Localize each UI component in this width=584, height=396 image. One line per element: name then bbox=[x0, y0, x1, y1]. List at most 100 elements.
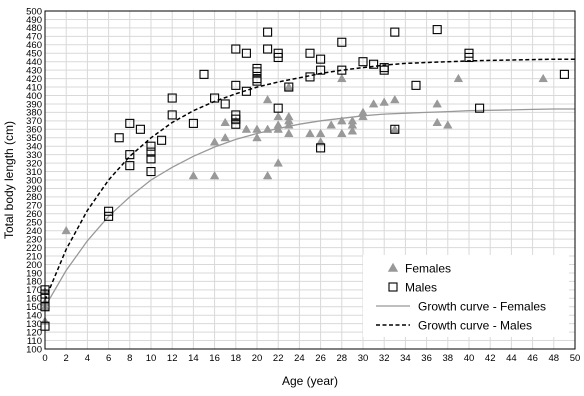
legend-label: Males bbox=[405, 280, 437, 294]
male-point bbox=[390, 124, 400, 134]
female-point bbox=[347, 126, 358, 135]
male-point bbox=[241, 48, 251, 58]
legend: Females Males Growth curve - Females Growth… bbox=[363, 255, 569, 337]
male-point bbox=[104, 211, 114, 221]
male-point bbox=[146, 154, 156, 164]
y-tick-label: 460 bbox=[26, 40, 42, 51]
male-point bbox=[369, 59, 379, 69]
x-tick-label: 16 bbox=[209, 353, 220, 364]
y-tick-label: 450 bbox=[26, 49, 42, 60]
x-tick-labels: 0 2 4 6 8 10 12 14 16 18 20 22 24 26 28 30 32 34 36 38 40 42 4… bbox=[42, 353, 580, 364]
male-point bbox=[305, 72, 315, 82]
y-tick-label: 340 bbox=[26, 142, 42, 153]
male-point bbox=[284, 82, 294, 92]
female-point bbox=[262, 94, 273, 104]
data-points bbox=[40, 25, 569, 331]
y-tick-label: 130 bbox=[26, 319, 42, 330]
female-point bbox=[188, 170, 199, 180]
male-point bbox=[316, 143, 326, 153]
female-point bbox=[432, 117, 442, 127]
female-point bbox=[432, 99, 442, 108]
female-point bbox=[273, 124, 283, 133]
female-point bbox=[252, 132, 262, 142]
y-tick-label: 440 bbox=[26, 57, 42, 68]
male-point bbox=[432, 25, 442, 35]
y-tick-label: 250 bbox=[26, 218, 42, 229]
y-tick-label: 430 bbox=[26, 65, 42, 76]
x-tick-label: 20 bbox=[252, 353, 263, 364]
male-point bbox=[411, 80, 421, 90]
male-point bbox=[157, 135, 167, 145]
x-tick-label: 38 bbox=[443, 353, 454, 364]
male-point bbox=[146, 141, 156, 151]
y-tick-label: 320 bbox=[26, 158, 42, 169]
x-tick-label: 28 bbox=[337, 353, 348, 364]
grid bbox=[44, 10, 576, 350]
x-tick-label: 24 bbox=[294, 353, 305, 364]
plot-frame bbox=[44, 10, 576, 350]
female-point bbox=[538, 73, 548, 83]
male-point bbox=[135, 124, 145, 134]
x-tick-label: 4 bbox=[85, 353, 90, 364]
male-point bbox=[199, 69, 209, 79]
male-point bbox=[263, 27, 273, 37]
y-tick-label: 220 bbox=[26, 243, 42, 254]
x-tick-label: 44 bbox=[506, 353, 517, 364]
female-point bbox=[284, 128, 294, 137]
y-tick-label: 360 bbox=[26, 125, 42, 136]
y-tick-label: 300 bbox=[26, 175, 42, 186]
male-point bbox=[231, 80, 241, 90]
male-point bbox=[316, 54, 326, 64]
male-point bbox=[220, 99, 230, 109]
male-point bbox=[358, 57, 368, 67]
y-tick-label: 200 bbox=[26, 260, 42, 271]
female-point bbox=[209, 170, 220, 180]
male-point bbox=[231, 119, 241, 129]
x-tick-label: 30 bbox=[358, 353, 369, 364]
female-point bbox=[262, 124, 273, 133]
female-point bbox=[379, 97, 389, 106]
x-tick-label: 10 bbox=[146, 353, 157, 364]
male-point bbox=[114, 133, 124, 143]
legend-label: Females bbox=[405, 261, 451, 275]
y-tick-label: 350 bbox=[26, 133, 42, 144]
y-tick-label: 490 bbox=[26, 15, 42, 26]
male-point bbox=[273, 103, 283, 113]
female-point bbox=[262, 170, 273, 180]
y-tick-label: 310 bbox=[26, 167, 42, 178]
female-point bbox=[220, 132, 230, 142]
legend-label: Growth curve - Females bbox=[418, 299, 546, 313]
male-point bbox=[146, 147, 156, 157]
y-tick-label: 140 bbox=[26, 311, 42, 322]
x-tick-label: 14 bbox=[188, 353, 199, 364]
female-point bbox=[337, 73, 347, 83]
x-tick-label: 48 bbox=[549, 353, 560, 364]
y-tick-label: 470 bbox=[26, 32, 42, 43]
x-tick-label: 26 bbox=[315, 353, 326, 364]
male-point bbox=[475, 103, 485, 113]
y-tick-label: 330 bbox=[26, 150, 42, 161]
legend-box bbox=[363, 255, 569, 337]
y-tick-label: 260 bbox=[26, 209, 42, 220]
y-axis-title: Total body length (cm) bbox=[2, 121, 16, 239]
male-point bbox=[125, 161, 135, 171]
x-tick-label: 50 bbox=[570, 353, 581, 364]
female-point bbox=[453, 73, 464, 83]
y-tick-label: 230 bbox=[26, 234, 42, 245]
x-tick-label: 46 bbox=[527, 353, 538, 364]
male-point bbox=[263, 44, 273, 54]
female-point bbox=[337, 128, 347, 137]
female-point bbox=[337, 116, 347, 125]
male-point bbox=[241, 86, 251, 96]
x-tick-label: 34 bbox=[400, 353, 411, 364]
growth-curve-females bbox=[44, 108, 575, 308]
female-point bbox=[358, 111, 368, 121]
female-point bbox=[390, 124, 400, 133]
y-tick-label: 270 bbox=[26, 201, 42, 212]
y-tick-label: 110 bbox=[27, 336, 42, 347]
male-point bbox=[231, 44, 241, 54]
male-point bbox=[379, 65, 389, 75]
y-tick-label: 190 bbox=[26, 268, 42, 279]
